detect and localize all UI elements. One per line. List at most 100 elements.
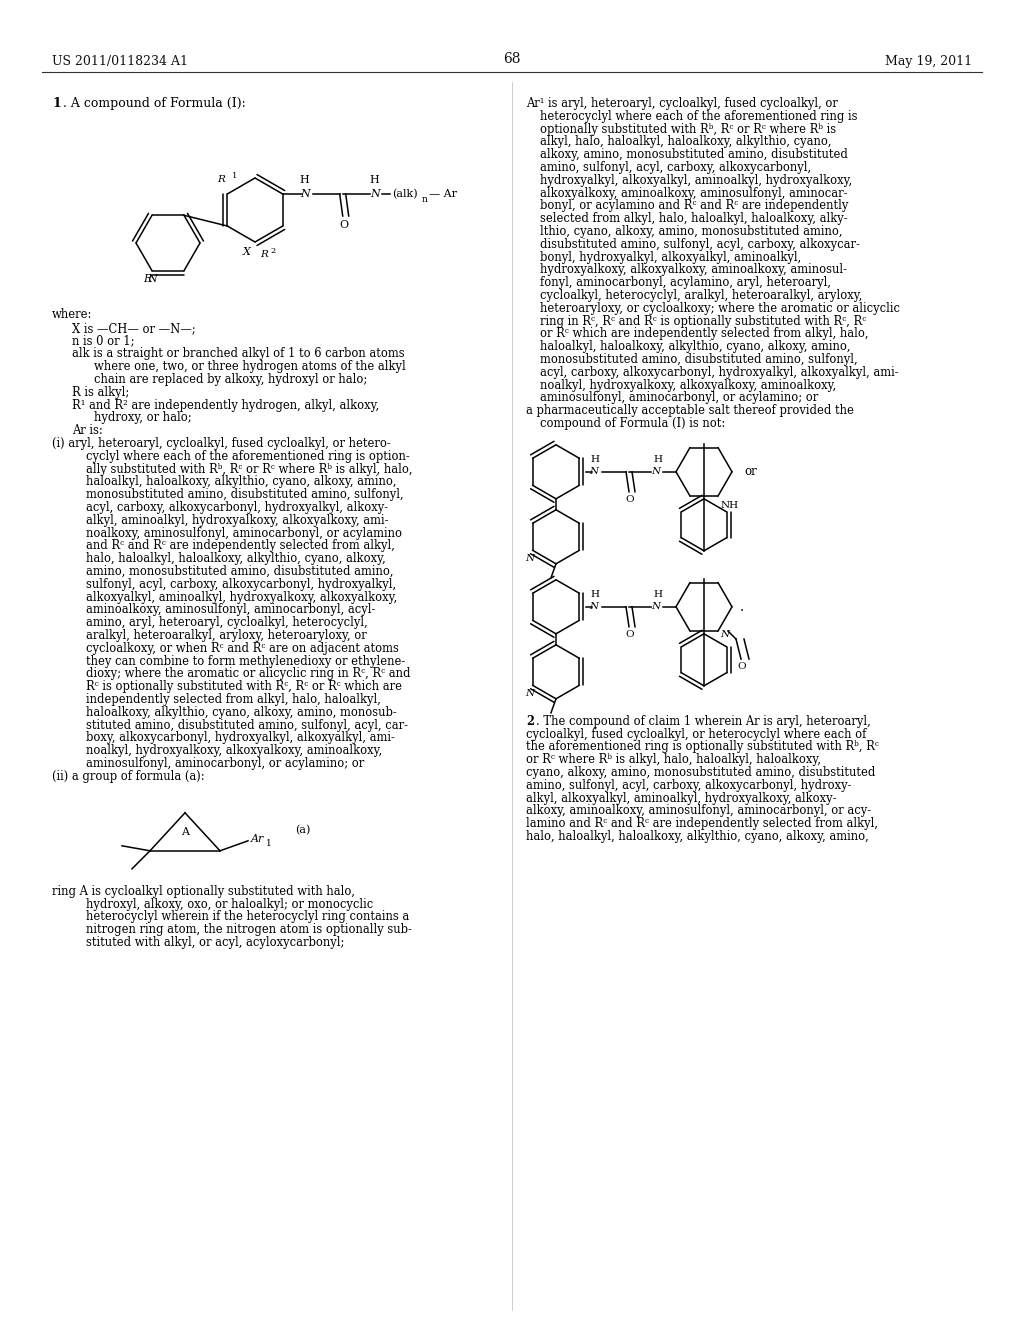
Text: R is alkyl;: R is alkyl; (72, 385, 129, 399)
Text: aminoalkoxy, aminosulfonyl, aminocarbonyl, acyl-: aminoalkoxy, aminosulfonyl, aminocarbony… (86, 603, 376, 616)
Text: dioxy; where the aromatic or alicyclic ring in Rᶜ, Rᶜ and: dioxy; where the aromatic or alicyclic r… (86, 668, 411, 680)
Text: N: N (300, 189, 309, 199)
Text: n: n (422, 195, 428, 205)
Text: and Rᶜ and Rᶜ are independently selected from alkyl,: and Rᶜ and Rᶜ are independently selected… (86, 540, 395, 552)
Text: Ar is:: Ar is: (72, 424, 102, 437)
Text: monosubstituted amino, disubstituted amino, sulfonyl,: monosubstituted amino, disubstituted ami… (540, 352, 858, 366)
Text: disubstituted amino, sulfonyl, acyl, carboxy, alkoxycar-: disubstituted amino, sulfonyl, acyl, car… (540, 238, 860, 251)
Text: ally substituted with Rᵇ, Rᶜ or Rᶜ where Rᵇ is alkyl, halo,: ally substituted with Rᵇ, Rᶜ or Rᶜ where… (86, 462, 413, 475)
Text: cycloalkoxy, or when Rᶜ and Rᶜ are on adjacent atoms: cycloalkoxy, or when Rᶜ and Rᶜ are on ad… (86, 642, 399, 655)
Text: 1: 1 (232, 172, 238, 180)
Text: where:: where: (52, 308, 92, 321)
Text: monosubstituted amino, disubstituted amino, sulfonyl,: monosubstituted amino, disubstituted ami… (86, 488, 403, 502)
Text: N: N (651, 602, 660, 611)
Text: haloalkoxy, alkylthio, cyano, alkoxy, amino, monosub-: haloalkoxy, alkylthio, cyano, alkoxy, am… (86, 706, 396, 719)
Text: the aforementioned ring is optionally substituted with Rᵇ, Rᶜ: the aforementioned ring is optionally su… (526, 741, 879, 754)
Text: hydroxyalkyl, alkoxyalkyl, aminoalkyl, hydroxyalkoxy,: hydroxyalkyl, alkoxyalkyl, aminoalkyl, h… (540, 174, 852, 187)
Text: or Rᶜ where Rᵇ is alkyl, halo, haloalkyl, haloalkoxy,: or Rᶜ where Rᵇ is alkyl, halo, haloalkyl… (526, 754, 821, 766)
Text: lthio, cyano, alkoxy, amino, monosubstituted amino,: lthio, cyano, alkoxy, amino, monosubstit… (540, 224, 843, 238)
Text: — Ar: — Ar (429, 189, 457, 199)
Text: H: H (591, 590, 599, 599)
Text: (i) aryl, heteroaryl, cycloalkyl, fused cycloalkyl, or hetero-: (i) aryl, heteroaryl, cycloalkyl, fused … (52, 437, 391, 450)
Text: (ii) a group of formula (a):: (ii) a group of formula (a): (52, 770, 205, 783)
Text: boxy, alkoxycarbonyl, hydroxyalkyl, alkoxyalkyl, ami-: boxy, alkoxycarbonyl, hydroxyalkyl, alko… (86, 731, 395, 744)
Text: stituted with alkyl, or acyl, acyloxycarbonyl;: stituted with alkyl, or acyl, acyloxycar… (86, 936, 344, 949)
Text: optionally substituted with Rᵇ, Rᶜ or Rᶜ where Rᵇ is: optionally substituted with Rᵇ, Rᶜ or Rᶜ… (540, 123, 837, 136)
Text: n is 0 or 1;: n is 0 or 1; (72, 334, 134, 347)
Text: O: O (737, 663, 746, 671)
Text: (a): (a) (295, 825, 310, 836)
Text: amino, monosubstituted amino, disubstituted amino,: amino, monosubstituted amino, disubstitu… (86, 565, 393, 578)
Text: O: O (339, 220, 348, 230)
Text: ring in Rᶜ, Rᶜ and Rᶜ is optionally substituted with Rᶜ, Rᶜ: ring in Rᶜ, Rᶜ and Rᶜ is optionally subs… (540, 314, 866, 327)
Text: O: O (626, 495, 634, 504)
Text: R: R (217, 176, 225, 183)
Text: .: . (740, 599, 744, 614)
Text: haloalkyl, haloalkoxy, alkylthio, cyano, alkoxy, amino,: haloalkyl, haloalkoxy, alkylthio, cyano,… (540, 341, 851, 354)
Text: independently selected from alkyl, halo, haloalkyl,: independently selected from alkyl, halo,… (86, 693, 381, 706)
Text: Rᶜ is optionally substituted with Rᶜ, Rᶜ or Rᶜ which are: Rᶜ is optionally substituted with Rᶜ, Rᶜ… (86, 680, 402, 693)
Text: 68: 68 (503, 51, 521, 66)
Text: alkyl, alkoxyalkyl, aminoalkyl, hydroxyalkoxy, alkoxy-: alkyl, alkoxyalkyl, aminoalkyl, hydroxya… (526, 792, 837, 805)
Text: fonyl, aminocarbonyl, acylamino, aryl, heteroaryl,: fonyl, aminocarbonyl, acylamino, aryl, h… (540, 276, 831, 289)
Text: H: H (653, 590, 663, 599)
Text: haloalkyl, haloalkoxy, alkylthio, cyano, alkoxy, amino,: haloalkyl, haloalkoxy, alkylthio, cyano,… (86, 475, 396, 488)
Text: A: A (181, 826, 189, 837)
Text: halo, haloalkyl, haloalkoxy, alkylthio, cyano, alkoxy,: halo, haloalkyl, haloalkoxy, alkylthio, … (86, 552, 386, 565)
Text: N: N (525, 689, 535, 698)
Text: cycloalkyl, heterocyclyl, aralkyl, heteroaralkyl, aryloxy,: cycloalkyl, heterocyclyl, aralkyl, heter… (540, 289, 862, 302)
Text: noalkyl, hydroxyalkoxy, alkoxyalkoxy, aminoalkoxy,: noalkyl, hydroxyalkoxy, alkoxyalkoxy, am… (86, 744, 382, 758)
Text: ring A is cycloalkyl optionally substituted with halo,: ring A is cycloalkyl optionally substitu… (52, 884, 355, 898)
Text: bonyl, or acylamino and Rᶜ and Rᶜ are independently: bonyl, or acylamino and Rᶜ and Rᶜ are in… (540, 199, 848, 213)
Text: cycloalkyl, fused cycloalkyl, or heterocyclyl where each of: cycloalkyl, fused cycloalkyl, or heteroc… (526, 727, 866, 741)
Text: H: H (653, 455, 663, 463)
Text: alk is a straight or branched alkyl of 1 to 6 carbon atoms: alk is a straight or branched alkyl of 1… (72, 347, 404, 360)
Text: halo, haloalkyl, haloalkoxy, alkylthio, cyano, alkoxy, amino,: halo, haloalkyl, haloalkoxy, alkylthio, … (526, 830, 868, 843)
Text: heteroaryloxy, or cycloalkoxy; where the aromatic or alicyclic: heteroaryloxy, or cycloalkoxy; where the… (540, 302, 900, 314)
Text: X: X (243, 247, 251, 257)
Text: 2: 2 (526, 715, 534, 727)
Text: alkyl, aminoalkyl, hydroxyalkoxy, alkoxyalkoxy, ami-: alkyl, aminoalkyl, hydroxyalkoxy, alkoxy… (86, 513, 388, 527)
Text: hydroxyalkoxy, alkoxyalkoxy, aminoalkoxy, aminosul-: hydroxyalkoxy, alkoxyalkoxy, aminoalkoxy… (540, 264, 847, 276)
Text: hydroxyl, alkoxy, oxo, or haloalkyl; or monocyclic: hydroxyl, alkoxy, oxo, or haloalkyl; or … (86, 898, 374, 911)
Text: May 19, 2011: May 19, 2011 (885, 55, 972, 69)
Text: amino, sulfonyl, acyl, carboxy, alkoxycarbonyl, hydroxy-: amino, sulfonyl, acyl, carboxy, alkoxyca… (526, 779, 852, 792)
Text: N: N (590, 602, 599, 611)
Text: chain are replaced by alkoxy, hydroxyl or halo;: chain are replaced by alkoxy, hydroxyl o… (94, 374, 368, 385)
Text: 1: 1 (52, 96, 60, 110)
Text: amino, sulfonyl, acyl, carboxy, alkoxycarbonyl,: amino, sulfonyl, acyl, carboxy, alkoxyca… (540, 161, 811, 174)
Text: N: N (651, 467, 660, 477)
Text: . The compound of claim 1 wherein Ar is aryl, heteroaryl,: . The compound of claim 1 wherein Ar is … (536, 715, 870, 727)
Text: N: N (720, 630, 729, 639)
Text: acyl, carboxy, alkoxycarbonyl, hydroxyalkyl, alkoxyalkyl, ami-: acyl, carboxy, alkoxycarbonyl, hydroxyal… (540, 366, 899, 379)
Text: alkoxyalkoxy, aminoalkoxy, aminosulfonyl, aminocar-: alkoxyalkoxy, aminoalkoxy, aminosulfonyl… (540, 186, 848, 199)
Text: (alk): (alk) (392, 189, 418, 199)
Text: where one, two, or three hydrogen atoms of the alkyl: where one, two, or three hydrogen atoms … (94, 360, 406, 374)
Text: amino, aryl, heteroaryl, cycloalkyl, heterocyclyl,: amino, aryl, heteroaryl, cycloalkyl, het… (86, 616, 368, 630)
Text: . A compound of Formula (I):: . A compound of Formula (I): (63, 96, 246, 110)
Text: aminosulfonyl, aminocarbonyl, or acylamino; or: aminosulfonyl, aminocarbonyl, or acylami… (86, 756, 365, 770)
Text: O: O (626, 630, 634, 639)
Text: X is —CH— or —N—;: X is —CH— or —N—; (72, 322, 196, 335)
Text: N: N (370, 189, 380, 199)
Text: heterocyclyl wherein if the heterocyclyl ring contains a: heterocyclyl wherein if the heterocyclyl… (86, 911, 410, 924)
Text: acyl, carboxy, alkoxycarbonyl, hydroxyalkyl, alkoxy-: acyl, carboxy, alkoxycarbonyl, hydroxyal… (86, 502, 388, 513)
Text: US 2011/0118234 A1: US 2011/0118234 A1 (52, 55, 188, 69)
Text: H: H (591, 455, 599, 463)
Text: alkoxyalkyl, aminoalkyl, hydroxyalkoxy, alkoxyalkoxy,: alkoxyalkyl, aminoalkyl, hydroxyalkoxy, … (86, 590, 397, 603)
Text: alkoxy, aminoalkoxy, aminosulfonyl, aminocarbonyl, or acy-: alkoxy, aminoalkoxy, aminosulfonyl, amin… (526, 804, 871, 817)
Text: hydroxy, or halo;: hydroxy, or halo; (94, 412, 191, 425)
Text: H: H (300, 176, 309, 185)
Text: noalkoxy, aminosulfonyl, aminocarbonyl, or acylamino: noalkoxy, aminosulfonyl, aminocarbonyl, … (86, 527, 402, 540)
Text: R¹ and R² are independently hydrogen, alkyl, alkoxy,: R¹ and R² are independently hydrogen, al… (72, 399, 379, 412)
Text: 1: 1 (266, 840, 271, 849)
Text: bonyl, hydroxyalkyl, alkoxyalkyl, aminoalkyl,: bonyl, hydroxyalkyl, alkoxyalkyl, aminoa… (540, 251, 801, 264)
Text: Ar¹ is aryl, heteroaryl, cycloalkyl, fused cycloalkyl, or: Ar¹ is aryl, heteroaryl, cycloalkyl, fus… (526, 96, 838, 110)
Text: a pharmaceutically acceptable salt thereof provided the: a pharmaceutically acceptable salt there… (526, 404, 854, 417)
Text: or Rᶜ which are independently selected from alkyl, halo,: or Rᶜ which are independently selected f… (540, 327, 868, 341)
Text: cyclyl where each of the aforementioned ring is option-: cyclyl where each of the aforementioned … (86, 450, 410, 463)
Text: H: H (370, 176, 380, 185)
Text: alkyl, halo, haloalkyl, haloalkoxy, alkylthio, cyano,: alkyl, halo, haloalkyl, haloalkoxy, alky… (540, 136, 831, 148)
Text: they can combine to form methylenedioxy or ethylene-: they can combine to form methylenedioxy … (86, 655, 406, 668)
Text: aminosulfonyl, aminocarbonyl, or acylamino; or: aminosulfonyl, aminocarbonyl, or acylami… (540, 392, 818, 404)
